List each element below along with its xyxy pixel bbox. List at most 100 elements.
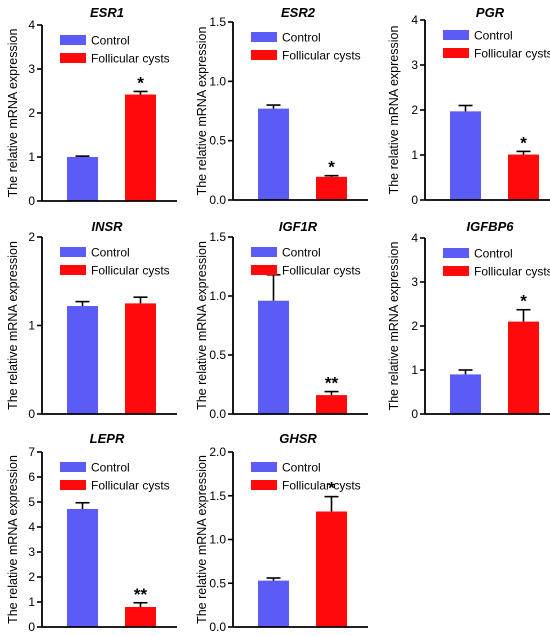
significance-marker: * [328, 158, 335, 177]
significance-marker: * [328, 479, 335, 498]
y-tick-label: 0.5 [209, 134, 226, 148]
chart-title: IGFBP6 [467, 219, 515, 234]
bar-control [450, 374, 481, 414]
legend-label-cysts: Follicular cysts [91, 479, 170, 493]
y-tick-label: 5 [28, 495, 35, 509]
legend: Control Follicular cysts [251, 246, 361, 278]
legend-swatch-control [251, 462, 277, 472]
y-tick-label: 2 [411, 319, 418, 333]
y-axis-label: The relative mRNA expression [195, 241, 209, 410]
y-tick-label: 2 [28, 570, 35, 584]
chart-title: ESR1 [90, 5, 124, 20]
legend-swatch-cysts [60, 480, 86, 490]
y-tick-label: 3 [28, 545, 35, 559]
legend: Control Follicular cysts [443, 247, 550, 279]
legend-swatch-cysts [251, 480, 277, 490]
bar-cysts [316, 395, 347, 414]
chart-lepr: LEPR The relative mRNA expression ** 0 1 2 3 4 5… [6, 431, 177, 634]
bar-control [258, 300, 289, 414]
y-tick-label: 4 [28, 520, 35, 534]
legend-label-control: Control [91, 34, 130, 48]
legend-swatch-control [60, 35, 86, 45]
legend-label-control: Control [91, 246, 130, 260]
bar-control [67, 509, 98, 627]
y-tick-label: 0.0 [209, 407, 226, 421]
bar-cysts [316, 511, 347, 627]
y-tick-label: 0 [411, 193, 418, 207]
chart-title: GHSR [279, 431, 317, 446]
legend-swatch-cysts [443, 48, 469, 58]
legend-swatch-control [60, 462, 86, 472]
legend: Control Follicular cysts [60, 34, 170, 66]
bar-control [67, 157, 98, 201]
legend-swatch-cysts [251, 50, 277, 60]
bar-control [258, 580, 289, 627]
bar-cysts [125, 607, 156, 627]
y-tick-label: 0 [411, 407, 418, 421]
chart-title: LEPR [90, 431, 125, 446]
y-tick-label: 0 [28, 620, 35, 634]
y-axis-label: The relative mRNA expression [6, 29, 20, 198]
legend-label-cysts: Follicular cysts [282, 479, 361, 493]
y-tick-label: 2 [28, 106, 35, 120]
legend-label-control: Control [282, 31, 321, 45]
y-tick-label: 1.5 [209, 15, 226, 29]
y-axis-label: The relative mRNA expression [387, 26, 401, 195]
legend-swatch-cysts [443, 266, 469, 276]
y-tick-label: 1.5 [209, 230, 226, 244]
legend-swatch-control [60, 247, 86, 257]
y-tick-label: 0.0 [209, 620, 226, 634]
chart-ghsr: GHSR The relative mRNA expression * 0.0 0.5 1… [195, 431, 368, 634]
y-axis-label: The relative mRNA expression [387, 242, 401, 411]
y-axis-label: The relative mRNA expression [195, 455, 209, 624]
y-axis-label: The relative mRNA expression [6, 241, 20, 410]
y-tick-label: 1 [411, 363, 418, 377]
y-tick-label: 6 [28, 470, 35, 484]
y-tick-label: 3 [411, 275, 418, 289]
y-tick-label: 4 [411, 231, 418, 245]
y-tick-label: 0.5 [209, 576, 226, 590]
chart-igfbp6: IGFBP6 The relative mRNA expression * 0 1 2 3 4… [387, 219, 550, 421]
legend-label-control: Control [474, 247, 513, 261]
significance-marker: * [520, 292, 527, 311]
y-tick-label: 1 [411, 148, 418, 162]
legend-label-cysts: Follicular cysts [282, 49, 361, 63]
y-tick-label: 4 [28, 18, 35, 32]
y-tick-label: 0.5 [209, 348, 226, 362]
y-axis-label: The relative mRNA expression [6, 455, 20, 624]
chart-esr1: ESR1 The relative mRNA expression * 0 1 2 3 4 Co… [6, 5, 177, 208]
y-tick-label: 1.0 [209, 533, 226, 547]
legend-label-cysts: Follicular cysts [91, 52, 170, 66]
y-tick-label: 2.0 [209, 445, 226, 459]
legend-label-control: Control [282, 246, 321, 260]
chart-igf1r: IGF1R The relative mRNA expression ** 0.0 0.… [195, 219, 368, 421]
legend-swatch-cysts [251, 265, 277, 275]
y-tick-label: 1 [28, 150, 35, 164]
y-axis-label: The relative mRNA expression [195, 27, 209, 196]
legend-label-cysts: Follicular cysts [474, 265, 550, 279]
bar-cysts [316, 176, 347, 200]
legend-swatch-cysts [60, 265, 86, 275]
legend: Control Follicular cysts [60, 246, 170, 278]
legend-swatch-cysts [60, 53, 86, 63]
legend-label-cysts: Follicular cysts [282, 264, 361, 278]
bar-control [450, 111, 481, 200]
y-tick-label: 7 [28, 445, 35, 459]
y-tick-label: 2 [28, 230, 35, 244]
y-tick-label: 0.0 [209, 193, 226, 207]
chart-insr: INSR The relative mRNA expression 0 1 2 Contr… [6, 219, 177, 421]
legend: Control Follicular cysts [251, 461, 361, 493]
bar-control [258, 108, 289, 200]
chart-title: ESR2 [281, 5, 316, 20]
legend-swatch-control [443, 248, 469, 258]
y-tick-label: 4 [411, 13, 418, 27]
y-tick-label: 1.5 [209, 489, 226, 503]
chart-pgr: PGR The relative mRNA expression * 0 1 2 3 4 Con… [387, 5, 550, 207]
legend: Control Follicular cysts [60, 461, 170, 493]
y-tick-label: 2 [411, 103, 418, 117]
chart-title: INSR [91, 219, 123, 234]
legend-label-control: Control [474, 29, 513, 43]
chart-title: IGF1R [279, 219, 318, 234]
y-tick-label: 3 [411, 58, 418, 72]
legend-swatch-control [443, 30, 469, 40]
